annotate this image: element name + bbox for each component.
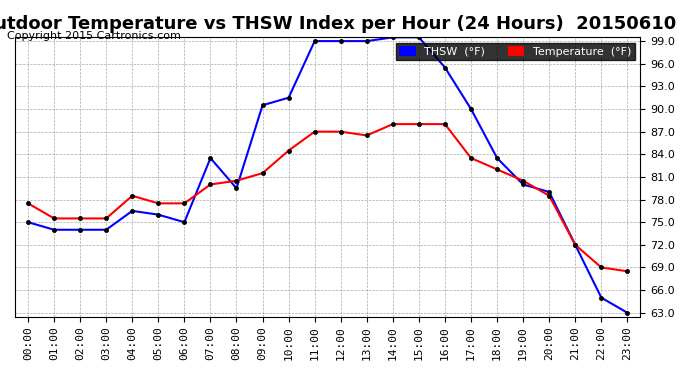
Text: Copyright 2015 Cartronics.com: Copyright 2015 Cartronics.com <box>7 32 181 41</box>
Title: Outdoor Temperature vs THSW Index per Hour (24 Hours)  20150610: Outdoor Temperature vs THSW Index per Ho… <box>0 15 676 33</box>
Legend: THSW  (°F), Temperature  (°F): THSW (°F), Temperature (°F) <box>395 43 635 60</box>
